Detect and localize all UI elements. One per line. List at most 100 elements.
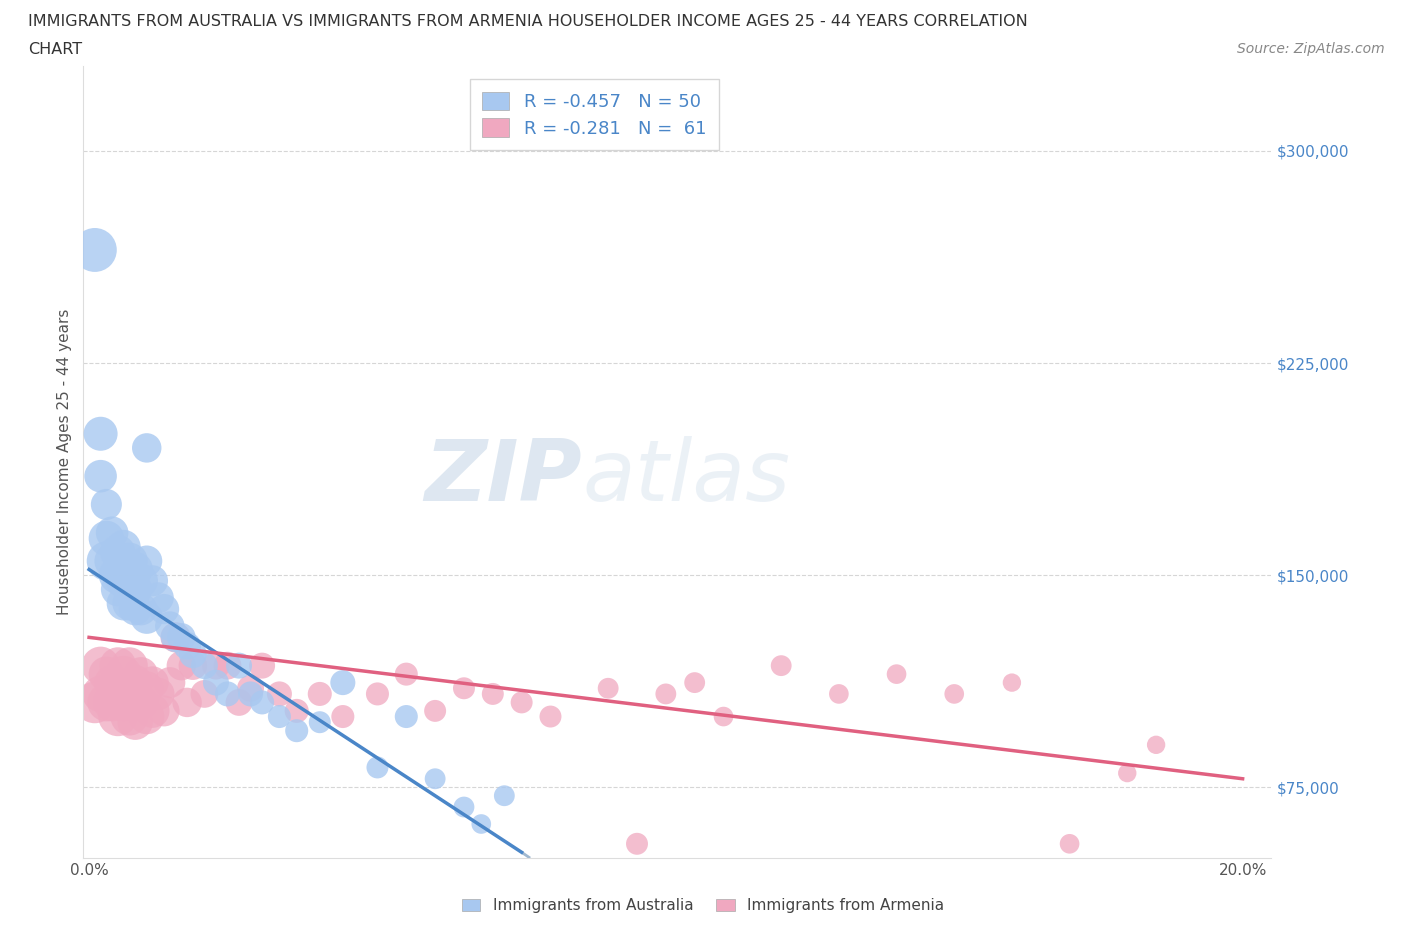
Point <box>228 695 250 710</box>
Point <box>112 596 135 611</box>
Point <box>366 760 388 775</box>
Point <box>107 686 129 701</box>
Point <box>118 686 141 701</box>
Point <box>943 686 966 701</box>
Point <box>135 553 157 568</box>
Point <box>107 567 129 582</box>
Point <box>124 715 146 730</box>
Point <box>90 686 112 701</box>
Point <box>107 545 129 560</box>
Point <box>308 715 330 730</box>
Point <box>124 562 146 577</box>
Point <box>118 574 141 589</box>
Point <box>135 709 157 724</box>
Point <box>135 681 157 696</box>
Point <box>159 618 181 633</box>
Point <box>1144 737 1167 752</box>
Point <box>153 602 176 617</box>
Point <box>250 658 273 673</box>
Point <box>135 610 157 625</box>
Point <box>96 695 118 710</box>
Point <box>510 695 533 710</box>
Point <box>124 675 146 690</box>
Point <box>141 675 163 690</box>
Point <box>423 703 446 718</box>
Point <box>655 686 678 701</box>
Point <box>176 695 198 710</box>
Point <box>683 675 706 690</box>
Point <box>217 658 239 673</box>
Text: CHART: CHART <box>28 42 82 57</box>
Point <box>129 602 152 617</box>
Point <box>153 703 176 718</box>
Point <box>112 695 135 710</box>
Point <box>148 686 170 701</box>
Point <box>540 709 562 724</box>
Point <box>308 686 330 701</box>
Point <box>118 596 141 611</box>
Point <box>135 441 157 456</box>
Point <box>118 553 141 568</box>
Point <box>96 553 118 568</box>
Legend: Immigrants from Australia, Immigrants from Armenia: Immigrants from Australia, Immigrants fr… <box>457 894 949 918</box>
Point <box>96 531 118 546</box>
Point <box>205 675 228 690</box>
Point <box>118 658 141 673</box>
Point <box>83 243 105 258</box>
Point <box>269 686 291 701</box>
Point <box>129 667 152 682</box>
Point <box>176 638 198 653</box>
Point <box>165 630 187 644</box>
Point <box>193 658 215 673</box>
Point <box>83 695 105 710</box>
Point <box>886 667 908 682</box>
Point <box>129 574 152 589</box>
Point <box>101 553 124 568</box>
Point <box>112 574 135 589</box>
Point <box>285 703 308 718</box>
Point <box>1059 836 1081 851</box>
Point <box>96 497 118 512</box>
Point <box>107 582 129 597</box>
Point <box>395 667 418 682</box>
Point <box>205 658 228 673</box>
Point <box>332 709 354 724</box>
Point <box>181 647 204 662</box>
Point <box>285 724 308 738</box>
Point <box>494 789 516 804</box>
Point <box>269 709 291 724</box>
Point <box>510 879 533 894</box>
Point <box>170 630 193 644</box>
Point <box>239 686 262 701</box>
Point <box>453 681 475 696</box>
Point <box>101 525 124 540</box>
Point <box>124 695 146 710</box>
Point <box>112 667 135 682</box>
Point <box>250 695 273 710</box>
Point <box>170 658 193 673</box>
Point <box>124 602 146 617</box>
Point <box>423 771 446 786</box>
Text: ZIP: ZIP <box>425 436 582 519</box>
Point <box>101 675 124 690</box>
Point <box>165 630 187 644</box>
Text: atlas: atlas <box>582 436 790 519</box>
Point <box>366 686 388 701</box>
Point <box>713 709 735 724</box>
Point <box>395 709 418 724</box>
Point <box>90 469 112 484</box>
Point <box>482 686 505 701</box>
Point <box>1001 675 1024 690</box>
Point <box>159 675 181 690</box>
Text: Source: ZipAtlas.com: Source: ZipAtlas.com <box>1237 42 1385 56</box>
Point <box>217 686 239 701</box>
Point <box>332 675 354 690</box>
Point <box>228 658 250 673</box>
Point <box>129 695 152 710</box>
Point <box>112 539 135 554</box>
Text: IMMIGRANTS FROM AUSTRALIA VS IMMIGRANTS FROM ARMENIA HOUSEHOLDER INCOME AGES 25 : IMMIGRANTS FROM AUSTRALIA VS IMMIGRANTS … <box>28 14 1028 29</box>
Point <box>470 817 492 831</box>
Point <box>101 695 124 710</box>
Y-axis label: Householder Income Ages 25 - 44 years: Householder Income Ages 25 - 44 years <box>58 309 72 616</box>
Point <box>141 703 163 718</box>
